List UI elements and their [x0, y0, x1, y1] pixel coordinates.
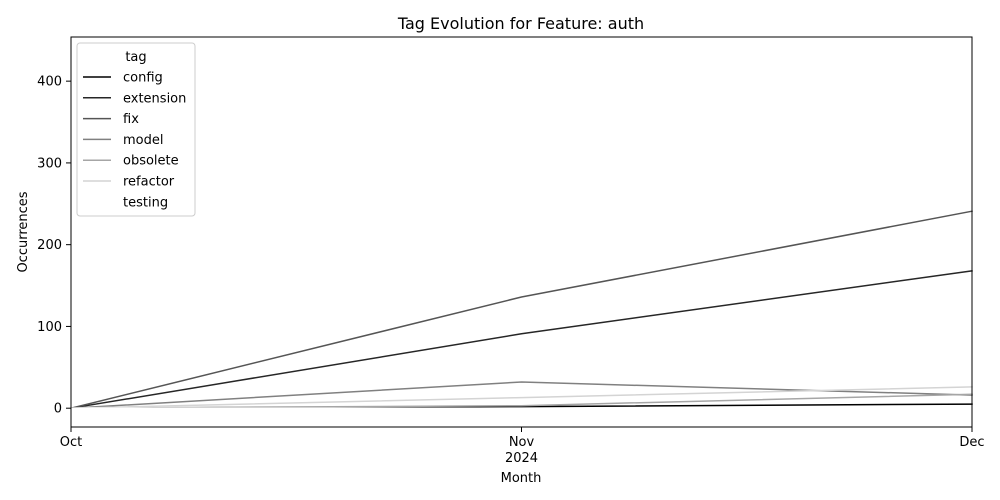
- plot-area: [70, 210, 973, 410]
- y-tick-label: 100: [37, 320, 62, 335]
- y-axis: 0 100 200 300 400: [37, 75, 71, 417]
- legend-label-config: config: [123, 71, 163, 86]
- x-tick-label: Nov: [509, 435, 535, 450]
- y-tick-label: 200: [37, 238, 62, 253]
- x-axis-title: Month: [501, 471, 542, 486]
- legend-label-fix: fix: [123, 112, 139, 127]
- series-line-refactor: [70, 386, 973, 409]
- x-tick-label: Dec: [959, 435, 984, 450]
- y-tick-label: 300: [37, 156, 62, 171]
- y-tick-label: 0: [54, 402, 62, 417]
- x-tick-label: Oct: [60, 435, 82, 450]
- legend-label-obsolete: obsolete: [123, 154, 179, 169]
- legend-title: tag: [125, 50, 146, 65]
- series-line-extension: [70, 269, 973, 410]
- legend-box: [76, 42, 196, 217]
- plot-frame: [70, 36, 973, 428]
- chart-title: Tag Evolution for Feature: auth: [397, 14, 644, 33]
- series-line-obsolete: [70, 393, 973, 409]
- y-axis-title: Occurrences: [16, 191, 31, 272]
- series-line-fix: [70, 210, 973, 410]
- legend-label-extension: extension: [123, 91, 186, 106]
- y-tick-label: 400: [37, 75, 62, 90]
- legend-label-refactor: refactor: [123, 175, 175, 190]
- legend: tag config extension fix model obsolete refac…: [76, 42, 196, 217]
- legend-label-model: model: [123, 133, 163, 148]
- x-tick-year-label: 2024: [505, 451, 538, 466]
- x-axis: Oct Nov Dec 2024: [60, 427, 985, 466]
- legend-label-testing: testing: [123, 195, 168, 210]
